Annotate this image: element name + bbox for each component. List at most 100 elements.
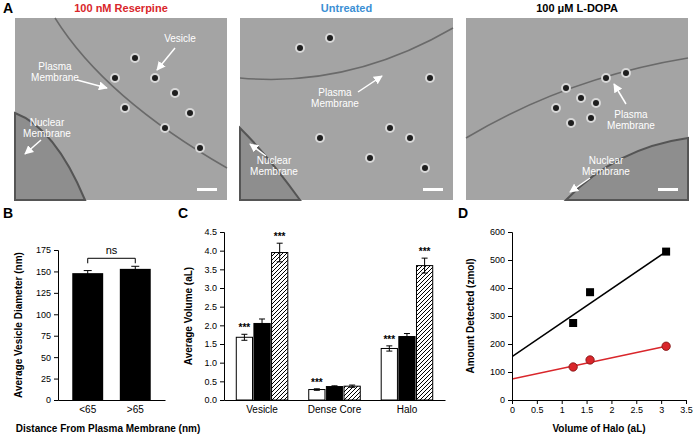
tick: 1.5 <box>581 400 594 415</box>
tick: 0 <box>510 400 515 415</box>
bar <box>236 337 252 400</box>
point <box>662 342 670 350</box>
vesicle-core <box>187 110 193 116</box>
tick-label: 50 <box>41 353 51 363</box>
tick: 175 <box>36 245 58 255</box>
error-bar-cap <box>349 385 355 386</box>
vesicle-halo <box>295 43 305 53</box>
label-line: Membrane <box>250 166 298 177</box>
significance-bracket <box>88 258 136 263</box>
tick-mark <box>220 363 224 364</box>
tick-label: <65 <box>79 404 96 415</box>
tick-mark <box>611 400 612 404</box>
error-bar-cap <box>84 270 92 271</box>
annotation: ns <box>106 244 118 256</box>
significance-label: *** <box>419 246 431 257</box>
label-line: Membrane <box>607 120 655 131</box>
label-line: Nuclear <box>257 155 292 166</box>
significance-label: *** <box>311 377 323 388</box>
tick-label: 300 <box>490 311 505 321</box>
tick-label: 125 <box>36 288 51 298</box>
label-arrow <box>77 80 107 88</box>
tick: 0.5 <box>531 400 544 415</box>
error-bar-cap <box>241 334 247 335</box>
error-bar-stem <box>244 334 245 340</box>
tick: 3 <box>659 400 664 415</box>
bar <box>72 273 103 400</box>
error-bar-cap <box>277 243 283 244</box>
error-bar-stem <box>262 319 263 328</box>
tick: 100 <box>490 367 512 377</box>
tick-label: 3.5 <box>680 405 693 415</box>
axis: 00.511.522.533.5 <box>510 400 693 415</box>
vesicle-core <box>407 135 413 141</box>
label-line: Membrane <box>23 128 71 139</box>
vesicle-halo <box>591 98 601 108</box>
vesicle-core <box>593 100 599 106</box>
error-bar-stem <box>87 271 88 276</box>
point <box>586 356 594 364</box>
tick-label: 175 <box>36 245 51 255</box>
tick-label: 2 <box>609 405 614 415</box>
tick-label: 3.0 <box>204 283 217 293</box>
tick-mark <box>636 400 637 404</box>
label-arrow <box>358 76 382 92</box>
vesicle-halo <box>315 133 325 143</box>
micrograph-background <box>240 18 453 200</box>
error-bar-cap <box>84 275 92 276</box>
vesicle-core <box>568 120 574 126</box>
tick-mark <box>508 400 512 401</box>
axis-line <box>54 251 59 401</box>
tick-label: 1.0 <box>204 358 217 368</box>
error-bar <box>259 319 265 328</box>
vesicle-halo <box>576 93 586 103</box>
tick-mark <box>508 260 512 261</box>
vesicle-core <box>387 125 393 131</box>
label-arrow <box>157 48 175 70</box>
tick: 1.5 <box>204 339 224 349</box>
tick-label: 100 <box>36 310 51 320</box>
vesicle-halo <box>170 88 180 98</box>
error-bar-cap <box>386 351 392 352</box>
membrane-line <box>466 58 688 138</box>
error-bar-cap <box>277 261 283 262</box>
bar <box>272 253 288 400</box>
tick-label: 0 <box>510 405 515 415</box>
tick: 2.0 <box>204 321 224 331</box>
tick-mark <box>54 357 58 358</box>
panel-label: D <box>458 205 468 221</box>
tick-mark <box>508 372 512 373</box>
label-arrow <box>570 178 590 192</box>
point <box>569 319 577 327</box>
tick: 0.0 <box>204 395 224 405</box>
micrograph-background <box>15 18 227 200</box>
axis: 0255075100125150175 <box>36 245 59 405</box>
scale-bar <box>423 188 443 191</box>
vesicle-core <box>197 145 203 151</box>
tick: 1 <box>560 400 565 415</box>
plot-marks <box>512 248 670 379</box>
tick: 0.5 <box>204 377 224 387</box>
error-bar-cap <box>241 340 247 341</box>
tick-mark <box>508 316 512 317</box>
error-bar-cap <box>404 333 410 334</box>
tick-mark <box>220 251 224 252</box>
error-bar <box>386 346 392 351</box>
vesicle-halo <box>110 73 120 83</box>
label-line: Plasma <box>38 61 72 72</box>
error-bar <box>277 243 283 262</box>
tick: >65 <box>127 400 144 415</box>
bar <box>399 337 415 400</box>
tick-mark <box>220 344 224 345</box>
image-title: 100 μM L-DOPA <box>536 2 618 14</box>
axis-line <box>220 233 225 401</box>
axis: 0100200300400500600 <box>490 227 513 405</box>
image-title: 100 nM Reserpine <box>74 2 168 14</box>
vesicle-core <box>122 105 128 111</box>
tick-mark <box>220 288 224 289</box>
tick: 1.0 <box>204 358 224 368</box>
label-line: Plasma <box>318 87 352 98</box>
image-label: NuclearMembrane <box>23 117 71 139</box>
tick: 500 <box>490 255 512 265</box>
error-bar-cap <box>259 318 265 319</box>
